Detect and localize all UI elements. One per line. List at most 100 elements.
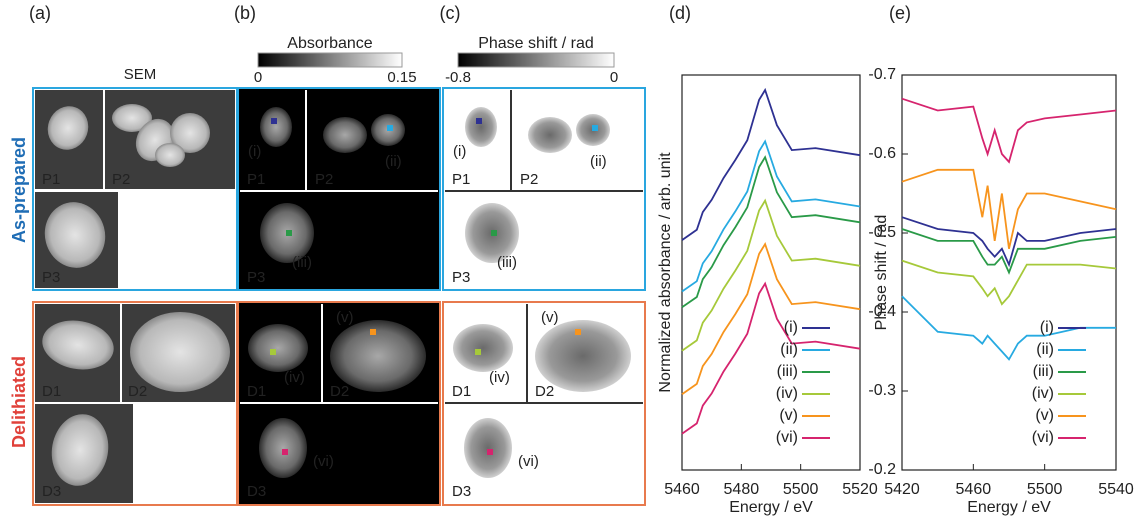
image-label: D3 bbox=[42, 483, 61, 500]
spot-marker bbox=[491, 230, 497, 236]
image-label: D3 bbox=[452, 483, 471, 500]
series-line bbox=[901, 97, 1117, 164]
legend-label: (vi) bbox=[776, 429, 798, 446]
y-tick-label: -0.3 bbox=[868, 382, 896, 399]
y-axis-label: Phase shift / rad bbox=[873, 215, 890, 331]
particle bbox=[42, 320, 114, 370]
particle bbox=[47, 106, 89, 150]
x-axis-label: Energy / eV bbox=[967, 499, 1051, 516]
image-label: P3 bbox=[247, 269, 265, 286]
particle bbox=[464, 418, 512, 478]
panel-label: (b) bbox=[234, 3, 256, 23]
particle bbox=[51, 414, 109, 486]
spot-marker bbox=[282, 449, 288, 455]
image-label: (iv) bbox=[284, 369, 305, 386]
axes-frame bbox=[901, 74, 1117, 471]
image-label: P2 bbox=[315, 171, 333, 188]
legend-label: (v) bbox=[779, 407, 798, 424]
series-line bbox=[681, 87, 861, 241]
image-label: (vi) bbox=[313, 453, 334, 470]
spot-marker bbox=[270, 349, 276, 355]
legend-label: (iii) bbox=[777, 363, 798, 380]
spot-marker bbox=[487, 449, 493, 455]
particle bbox=[130, 312, 230, 392]
colorbar-tick-label: 0 bbox=[610, 69, 618, 86]
particle bbox=[248, 324, 308, 372]
x-tick-label: 5460 bbox=[956, 481, 992, 498]
image-label: (iii) bbox=[292, 254, 312, 271]
sem-title: SEM bbox=[124, 66, 157, 83]
image-label: D1 bbox=[42, 383, 61, 400]
x-tick-label: 5460 bbox=[664, 481, 700, 498]
particle bbox=[112, 104, 152, 132]
spot-marker bbox=[370, 329, 376, 335]
image-label: P2 bbox=[520, 171, 538, 188]
panel-label: (e) bbox=[889, 3, 911, 23]
colorbar-title: Absorbance bbox=[287, 35, 372, 52]
image-label: P2 bbox=[112, 171, 130, 188]
image-label: P1 bbox=[247, 171, 265, 188]
series-line bbox=[681, 198, 861, 352]
image-label: (ii) bbox=[590, 153, 607, 170]
image-label: P3 bbox=[452, 269, 470, 286]
series-line bbox=[901, 228, 1117, 275]
image-label: (iv) bbox=[489, 369, 510, 386]
particle bbox=[44, 202, 106, 268]
series-line bbox=[681, 139, 861, 293]
x-tick-label: 5540 bbox=[1098, 481, 1134, 498]
panel-label: (a) bbox=[29, 3, 51, 23]
image-label: D3 bbox=[247, 483, 266, 500]
colorbar-tick-label: 0 bbox=[254, 69, 262, 86]
image-label: (iii) bbox=[497, 254, 517, 271]
image-label: P1 bbox=[452, 171, 470, 188]
spot-marker bbox=[271, 118, 277, 124]
spot-marker bbox=[575, 329, 581, 335]
series-line bbox=[901, 259, 1117, 306]
image-label: (i) bbox=[248, 143, 261, 160]
spot-marker bbox=[387, 125, 393, 131]
spot-marker bbox=[592, 125, 598, 131]
particle bbox=[259, 418, 307, 478]
image-label: (ii) bbox=[385, 153, 402, 170]
colorbar-tick-label: 0.15 bbox=[387, 69, 416, 86]
colorbar bbox=[257, 52, 403, 68]
y-tick-label: -0.5 bbox=[868, 224, 896, 241]
series-line bbox=[901, 168, 1117, 249]
particle bbox=[323, 117, 367, 153]
series-line bbox=[901, 216, 1117, 268]
particle bbox=[535, 320, 631, 392]
legend-label: (i) bbox=[784, 319, 798, 336]
legend-label: (iv) bbox=[1032, 385, 1054, 402]
x-tick-label: 5520 bbox=[842, 481, 878, 498]
row-label: Delithiated bbox=[9, 356, 29, 448]
image-label: (v) bbox=[541, 309, 559, 326]
particle bbox=[170, 113, 210, 153]
particle bbox=[155, 143, 185, 167]
particle bbox=[330, 320, 426, 392]
colorbar-tick-label: -0.8 bbox=[445, 69, 471, 86]
legend-label: (vi) bbox=[1032, 429, 1054, 446]
panel-label: (d) bbox=[669, 3, 691, 23]
colorbar-title: Phase shift / rad bbox=[478, 35, 594, 52]
image-label: D1 bbox=[452, 383, 471, 400]
spot-marker bbox=[475, 349, 481, 355]
spot-marker bbox=[476, 118, 482, 124]
image-label: D2 bbox=[128, 383, 147, 400]
particle bbox=[528, 117, 572, 153]
legend-label: (iv) bbox=[776, 385, 798, 402]
particle bbox=[260, 107, 292, 147]
series-line bbox=[681, 241, 861, 395]
x-axis-label: Energy / eV bbox=[729, 499, 813, 516]
x-tick-label: 5480 bbox=[724, 481, 760, 498]
x-tick-label: 5420 bbox=[884, 481, 920, 498]
particle bbox=[465, 107, 497, 147]
series-line bbox=[681, 155, 861, 309]
series-line bbox=[901, 295, 1116, 361]
image-label: D1 bbox=[247, 383, 266, 400]
legend-label: (iii) bbox=[1033, 363, 1054, 380]
image-label: D2 bbox=[535, 383, 554, 400]
spot-marker bbox=[286, 230, 292, 236]
legend-label: (ii) bbox=[1036, 341, 1054, 358]
y-tick-label: -0.7 bbox=[868, 66, 896, 83]
